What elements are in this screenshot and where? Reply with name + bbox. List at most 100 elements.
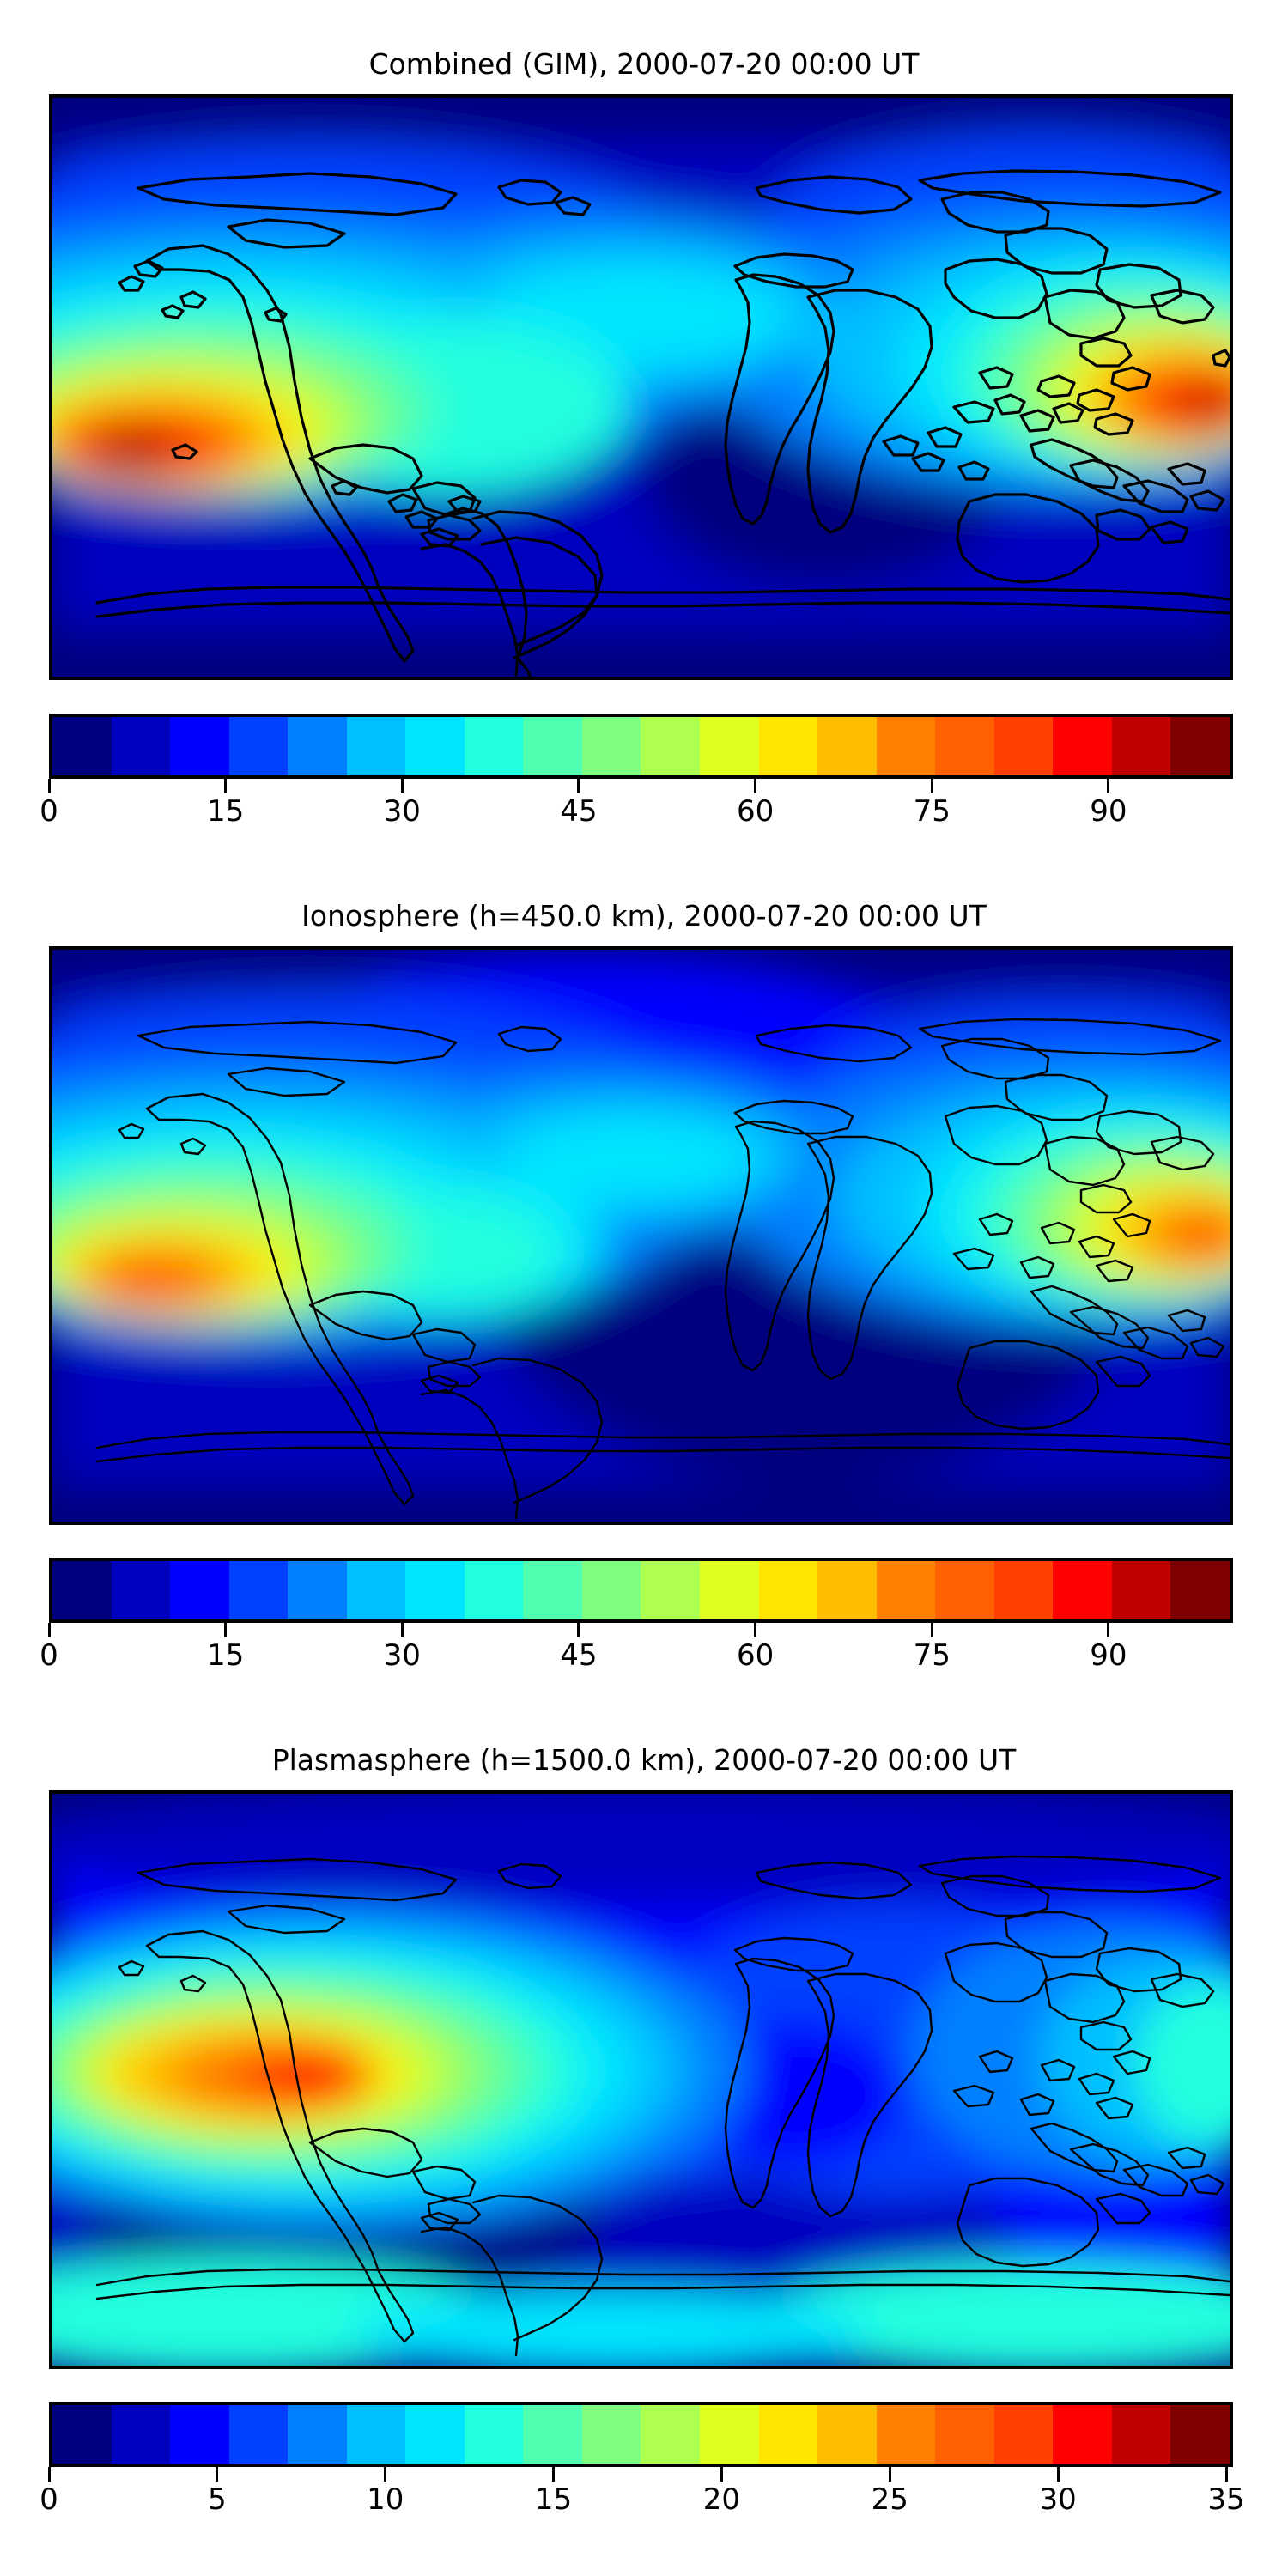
colorbar-tick-label: 10	[367, 2482, 404, 2517]
colorbar-segment	[405, 717, 465, 775]
colorbar-segment	[111, 1561, 171, 1619]
colorbar-tick-label: 15	[207, 1638, 245, 1673]
colorbar-segment	[581, 2405, 641, 2464]
colorbar-tick	[400, 779, 404, 793]
colorbar-segment	[346, 717, 406, 775]
colorbar-segment	[288, 1561, 347, 1619]
colorbar-tick-label: 30	[383, 794, 421, 829]
colorbar-segment	[346, 2405, 406, 2464]
colorbar-ticks-ionosphere	[46, 1623, 1230, 1638]
colorbar-segment	[523, 2405, 582, 2464]
colorbar-segment	[52, 1561, 112, 1619]
colorbar-wrap-plasmasphere: 0 5 10 15 20 25 30 35	[39, 2402, 1245, 2525]
colorbar-segment	[228, 1561, 289, 1619]
map-canvas-combined-gim	[52, 98, 1230, 677]
colorbar-tick-label: 0	[39, 2482, 58, 2517]
colorbar-labels-ionosphere: 0 15 30 45 60 75 90	[39, 1638, 1230, 1681]
map-plasmasphere[interactable]	[49, 1790, 1233, 2369]
colorbar-segment	[817, 717, 877, 775]
colorbar-segment	[641, 2405, 701, 2464]
colorbar-tick	[400, 1623, 404, 1637]
colorbar-segment	[228, 2405, 289, 2464]
colorbar-tick	[47, 1623, 51, 1637]
colorbar-tick	[577, 779, 580, 793]
colorbar-tick	[47, 779, 51, 793]
colorbar-segment	[111, 2405, 171, 2464]
colorbar-combined-gim[interactable]	[49, 714, 1233, 779]
colorbar-segment	[288, 2405, 347, 2464]
colorbar-ticks-plasmasphere	[46, 2467, 1230, 2482]
map-combined-gim[interactable]	[49, 94, 1233, 680]
panel-title-ionosphere: Ionosphere (h=450.0 km), 2000-07-20 00:0…	[301, 899, 987, 933]
colorbar-segment	[464, 717, 524, 775]
colorbar-tick	[577, 1623, 580, 1637]
colorbar-segment	[700, 2405, 759, 2464]
colorbar-segment	[1170, 717, 1230, 775]
colorbar-segment	[581, 717, 641, 775]
colorbar-tick	[1224, 2467, 1228, 2482]
colorbar-segment	[641, 1561, 701, 1619]
colorbar-tick-label: 25	[871, 2482, 908, 2517]
colorbar-tick-label: 15	[534, 2482, 573, 2517]
colorbar-segment	[876, 1561, 936, 1619]
colorbar-labels-plasmasphere: 0 5 10 15 20 25 30 35	[39, 2482, 1244, 2525]
colorbar-segment	[170, 717, 229, 775]
colorbar-segment	[935, 1561, 994, 1619]
colorbar-segment	[876, 2405, 936, 2464]
colorbar-segment	[876, 717, 936, 775]
panel-title-combined-gim: Combined (GIM), 2000-07-20 00:00 UT	[368, 47, 920, 81]
map-ionosphere[interactable]	[49, 946, 1233, 1525]
colorbar-segment	[935, 2405, 994, 2464]
colorbar-tick-label: 30	[383, 1638, 421, 1673]
colorbar-segment	[405, 1561, 465, 1619]
colorbar-wrap-combined-gim: 0 15 30 45 60 75 90	[39, 714, 1233, 837]
colorbar-tick-label: 30	[1039, 2482, 1077, 2517]
colorbar-segment	[1053, 1561, 1112, 1619]
colorbar-tick	[47, 2467, 51, 2482]
colorbar-segment	[817, 1561, 877, 1619]
colorbar-segment	[758, 717, 818, 775]
colorbar-segment	[1053, 717, 1112, 775]
colorbar-segment	[405, 2405, 465, 2464]
colorbar-segment	[758, 1561, 818, 1619]
colorbar-tick-label: 60	[736, 794, 775, 829]
colorbar-segment	[170, 2405, 229, 2464]
colorbar-segment	[52, 2405, 112, 2464]
colorbar-tick-label: 20	[702, 2482, 741, 2517]
colorbar-segment	[993, 1561, 1054, 1619]
colorbar-tick-label: 90	[1090, 1638, 1127, 1673]
colorbar-tick	[384, 2467, 387, 2482]
colorbar-segment	[935, 717, 994, 775]
colorbar-segment	[993, 717, 1054, 775]
colorbar-labels-combined-gim: 0 15 30 45 60 75 90	[39, 794, 1230, 837]
colorbar-segment	[581, 1561, 641, 1619]
colorbar-segment	[1111, 717, 1171, 775]
colorbar-ionosphere[interactable]	[49, 1558, 1233, 1623]
colorbar-ticks-combined-gim	[46, 779, 1230, 794]
colorbar-segment	[523, 1561, 582, 1619]
colorbar-segment	[700, 717, 759, 775]
map-canvas-ionosphere	[52, 950, 1230, 1522]
panel-title-plasmasphere: Plasmasphere (h=1500.0 km), 2000-07-20 0…	[271, 1743, 1017, 1777]
colorbar-tick-label: 0	[39, 794, 58, 829]
colorbar-plasmasphere[interactable]	[49, 2402, 1233, 2467]
colorbar-segment	[817, 2405, 877, 2464]
colorbar-tick	[720, 2467, 723, 2482]
colorbar-segment	[1170, 1561, 1230, 1619]
colorbar-tick	[216, 2467, 219, 2482]
colorbar-tick	[224, 779, 228, 793]
colorbar-tick	[1056, 2467, 1060, 2482]
colorbar-tick-label: 45	[560, 1638, 598, 1673]
colorbar-tick	[552, 2467, 556, 2482]
colorbar-tick-label: 60	[736, 1638, 775, 1673]
colorbar-tick	[224, 1623, 228, 1637]
colorbar-segment	[228, 717, 289, 775]
colorbar-segment	[1170, 2405, 1230, 2464]
colorbar-segment	[52, 717, 112, 775]
colorbar-segment	[993, 2405, 1054, 2464]
colorbar-segment	[1111, 2405, 1171, 2464]
colorbar-tick	[888, 2467, 891, 2482]
colorbar-tick	[1107, 779, 1110, 793]
colorbar-tick	[754, 1623, 757, 1637]
